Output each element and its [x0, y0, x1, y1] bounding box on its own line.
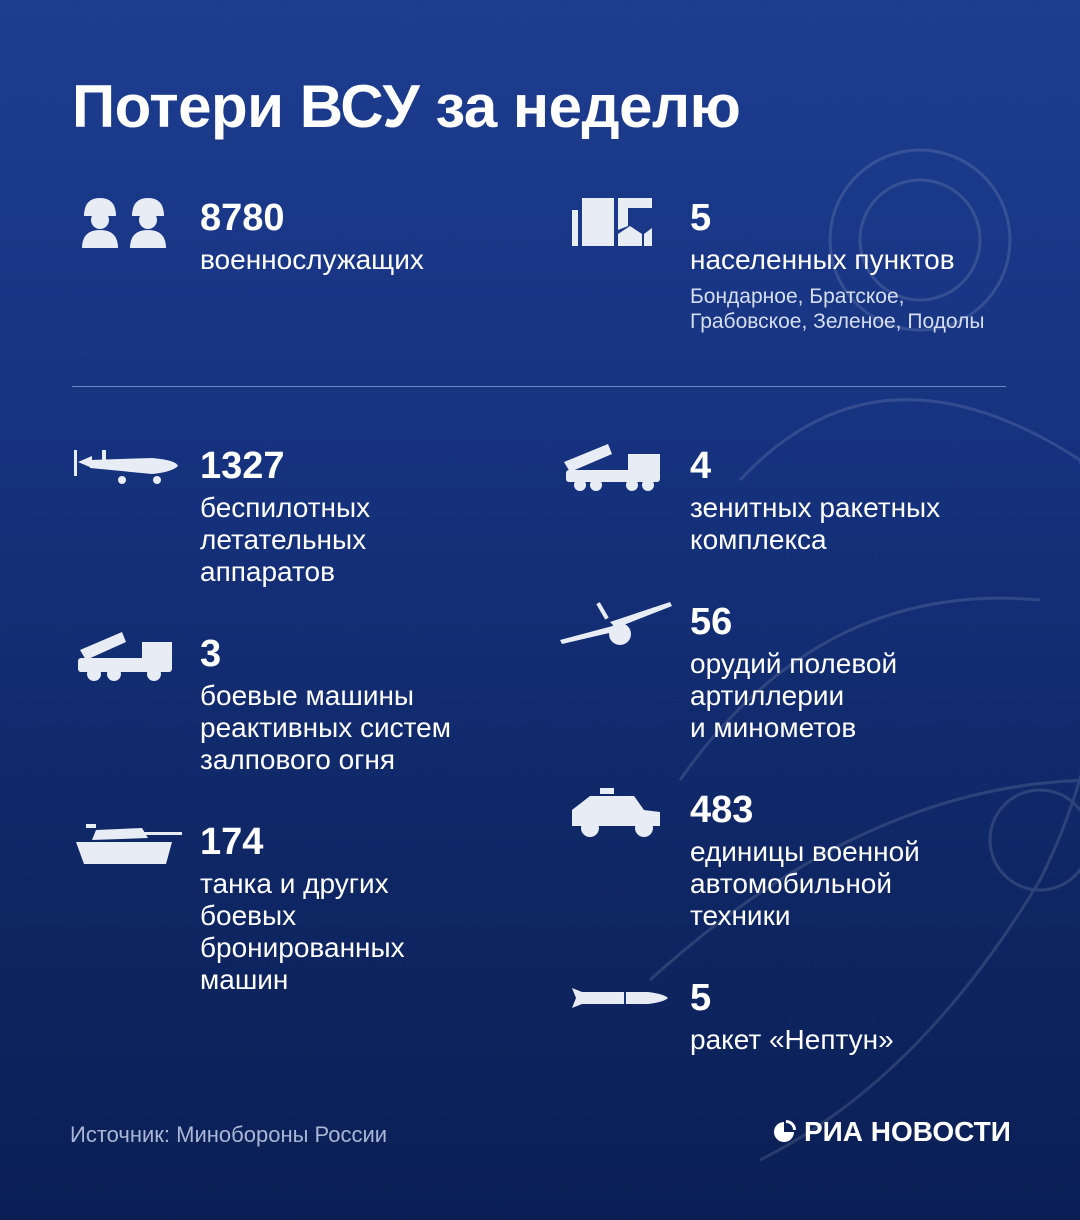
logo-text: РИА НОВОСТИ: [804, 1116, 1011, 1147]
tank-icon: [76, 824, 182, 864]
page-title: Потери ВСУ за неделю: [72, 73, 741, 140]
source-note: Источник: Минобороны России: [70, 1122, 388, 1147]
stat-label: ракет «Нептун»: [690, 1024, 894, 1055]
soldiers-icon: [82, 198, 166, 248]
military-vehicle-icon: [572, 788, 660, 837]
howitzer-icon: [560, 602, 672, 645]
stat-number: 1327: [200, 445, 285, 487]
stat-number: 174: [200, 821, 264, 863]
emblem-watermark-icon: [648, 148, 1080, 1162]
mlrs-icon: [78, 632, 172, 681]
stat-label: зенитных ракетных комплекса: [690, 492, 941, 555]
stat-label: танка и других боевых бронированных маши…: [200, 868, 405, 995]
stat-number: 483: [690, 789, 754, 831]
sam-launcher-icon: [564, 444, 660, 491]
stat-label: боевые машины реактивных систем залповог…: [200, 680, 451, 775]
stat-number: 8780: [200, 197, 285, 239]
stat-label: беспилотных летательных аппаратов: [200, 492, 371, 587]
stat-label: населенных пунктов: [690, 244, 955, 275]
stat-number: 56: [690, 601, 733, 643]
stat-number: 5: [690, 977, 712, 1019]
stat-number: 3: [200, 633, 222, 675]
missile-icon: [572, 988, 668, 1008]
stat-number: 5: [690, 197, 712, 239]
buildings-icon: [572, 198, 652, 246]
settlement-names: Бондарное, Братское, Грабовское, Зеленое…: [690, 285, 985, 333]
ria-globe-icon: [774, 1120, 796, 1142]
stat-label: орудий полевой артиллерии и минометов: [690, 648, 898, 743]
stat-number: 4: [690, 445, 712, 487]
drone-icon: [74, 450, 178, 484]
divider: [72, 386, 1006, 387]
stat-label: единицы военной автомобильной техники: [690, 836, 920, 931]
ria-novosti-logo: РИА НОВОСТИ: [770, 1116, 1011, 1148]
stat-label: военнослужащих: [200, 244, 424, 275]
